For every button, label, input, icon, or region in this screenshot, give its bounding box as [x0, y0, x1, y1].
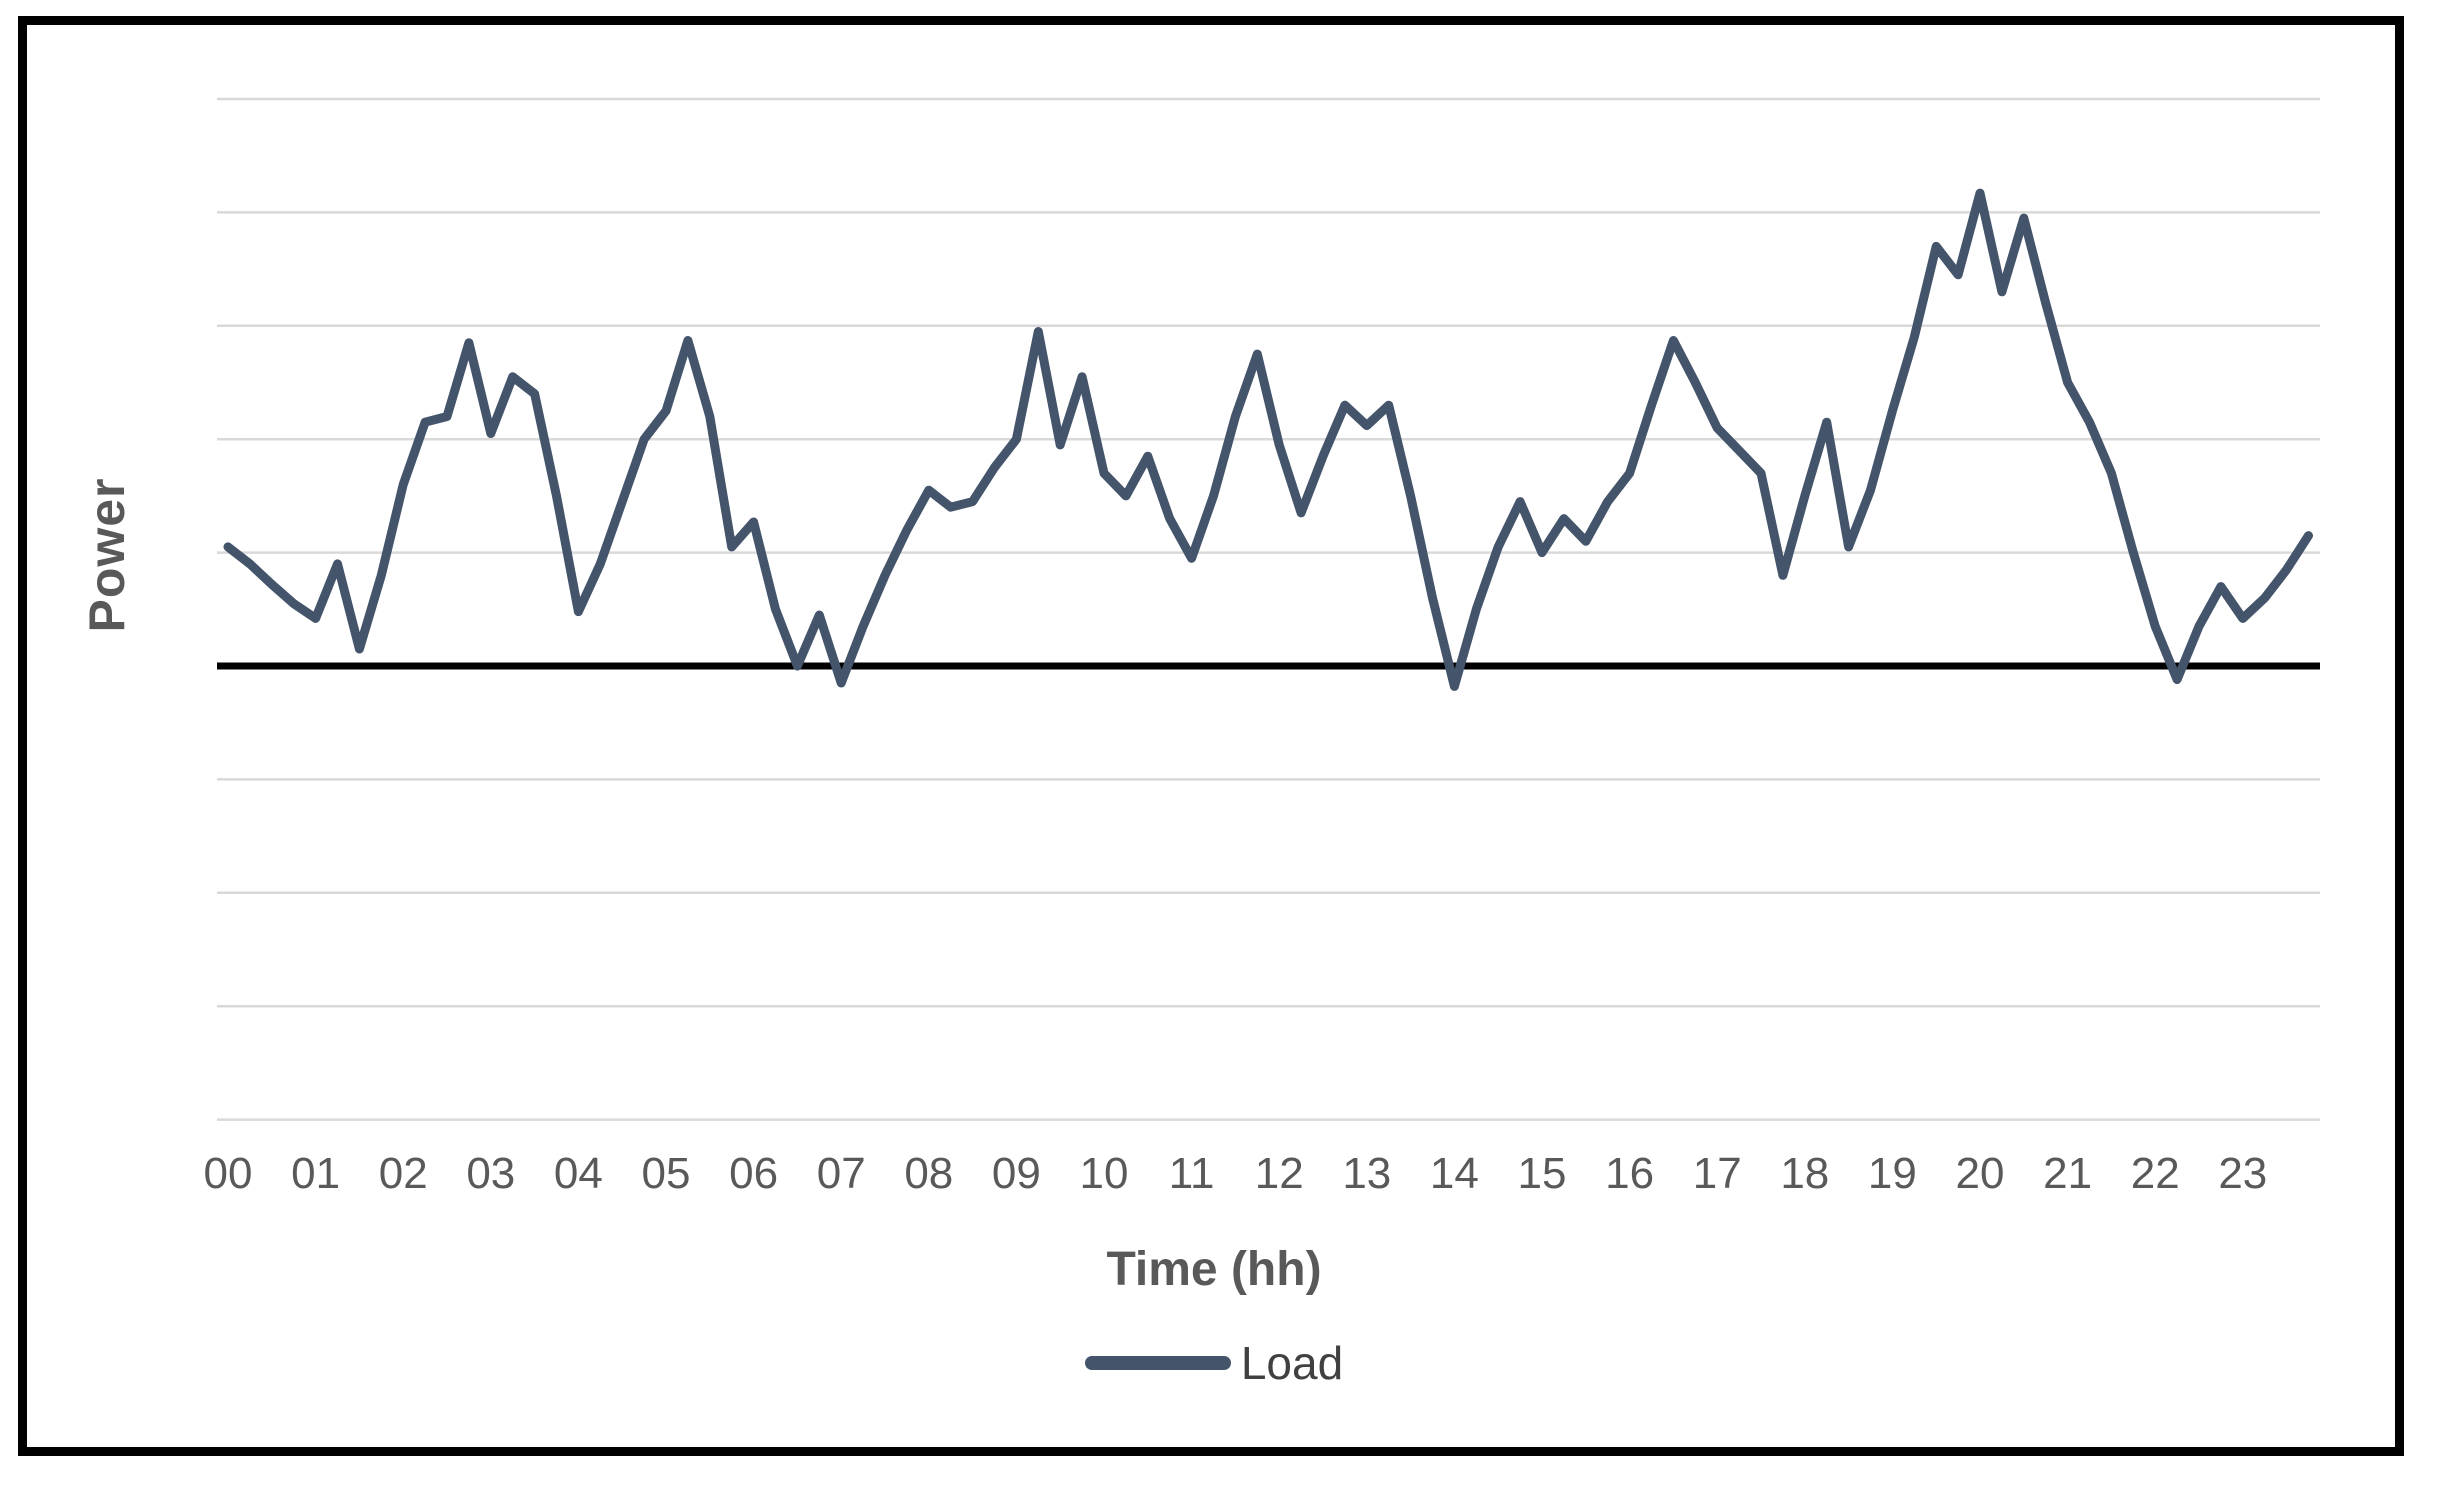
x-tick-label: 23 — [2218, 1149, 2267, 1198]
chart-outer-border — [18, 16, 2404, 1456]
x-tick-label: 15 — [1518, 1149, 1567, 1198]
x-tick-label: 21 — [2043, 1149, 2092, 1198]
x-tick-label: 07 — [817, 1149, 866, 1198]
x-tick-label: 10 — [1080, 1149, 1129, 1198]
x-tick-label: 04 — [554, 1149, 603, 1198]
x-tick-label: 11 — [1169, 1149, 1215, 1198]
x-tick-label: 20 — [1956, 1149, 2005, 1198]
x-tick-label: 14 — [1430, 1149, 1479, 1198]
load-series-line — [223, 188, 2313, 691]
x-tick-label: 08 — [904, 1149, 953, 1198]
x-tick-label: 12 — [1255, 1149, 1304, 1198]
legend: Load — [0, 1336, 2428, 1390]
x-axis-title: Time (hh) — [1106, 1243, 1322, 1296]
legend-label: Load — [1240, 1337, 1344, 1389]
x-tick-label: 06 — [729, 1149, 778, 1198]
x-tick-label: 09 — [992, 1149, 1041, 1198]
x-tick-label: 00 — [204, 1149, 253, 1198]
y-axis-title-text: Power — [79, 477, 135, 633]
x-tick-label: 17 — [1693, 1149, 1742, 1198]
x-tick-label: 02 — [379, 1149, 428, 1198]
x-tick-label: 05 — [642, 1149, 691, 1198]
x-tick-label: 13 — [1342, 1149, 1391, 1198]
legend-line-sample — [1084, 1356, 1231, 1370]
x-tick-label: 19 — [1868, 1149, 1917, 1198]
x-tick-label: 18 — [1780, 1149, 1829, 1198]
x-tick-label: 01 — [291, 1149, 340, 1198]
x-tick-labels: 00 01 02 03 04 05 06 07 08 09 10 11 12 13 14 15 16 17 18 19… — [204, 1149, 2268, 1198]
x-tick-label: 22 — [2131, 1149, 2180, 1198]
x-tick-label: 16 — [1605, 1149, 1654, 1198]
gridlines — [217, 97, 2320, 1121]
x-tick-label: 03 — [466, 1149, 515, 1198]
